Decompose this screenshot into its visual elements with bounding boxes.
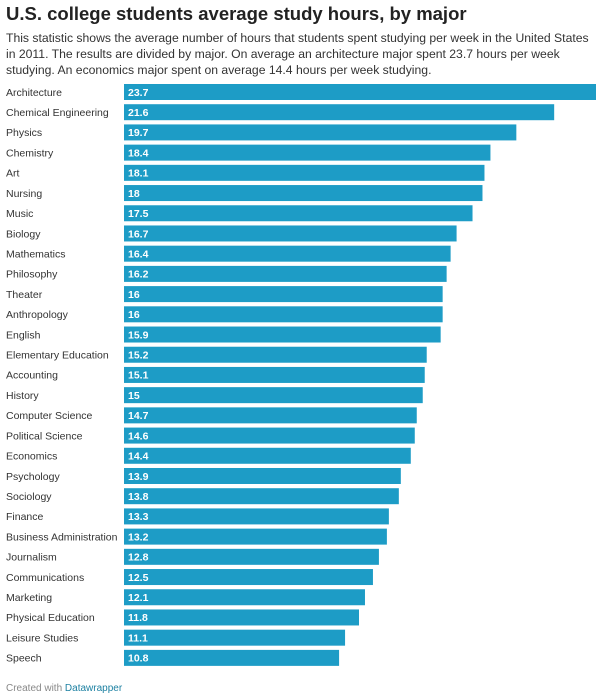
footer: Created with Datawrapper [6, 683, 122, 694]
value-label: 11.1 [128, 632, 148, 644]
category-label: Theater [6, 289, 43, 301]
bar [124, 366, 425, 383]
value-label: 18 [128, 188, 140, 200]
chart-subtitle: This statistic shows the average number … [6, 31, 589, 77]
bar [124, 629, 346, 646]
bar [124, 589, 365, 606]
bar [124, 124, 517, 141]
category-label: Chemical Engineering [6, 107, 109, 119]
category-label: Elementary Education [6, 350, 109, 362]
category-label: Philosophy [6, 269, 58, 281]
value-label: 14.6 [128, 430, 149, 442]
category-label: Physical Education [6, 612, 95, 624]
bar [124, 326, 441, 343]
value-label: 16 [128, 309, 140, 321]
value-label: 11.8 [128, 612, 148, 624]
bar [124, 306, 443, 323]
category-label: Journalism [6, 552, 57, 564]
bar [124, 104, 555, 121]
bar [124, 407, 417, 424]
bar [124, 649, 340, 666]
value-label: 12.5 [128, 572, 149, 584]
value-label: 17.5 [128, 208, 149, 220]
bar [124, 427, 415, 444]
category-label: Speech [6, 653, 42, 665]
value-label: 10.8 [128, 653, 149, 665]
bar [124, 548, 379, 565]
category-label: Music [6, 208, 33, 220]
value-label: 16 [128, 289, 140, 301]
category-label: Art [6, 168, 20, 180]
value-label: 13.9 [128, 471, 149, 483]
bar [124, 245, 451, 262]
value-label: 18.1 [128, 168, 149, 180]
category-label: Psychology [6, 471, 60, 483]
bar [124, 447, 411, 464]
chart: Architecture 23.7 Chemical Engineering 21.6… [6, 84, 596, 666]
value-label: 12.1 [128, 592, 149, 604]
category-label: Communications [6, 572, 84, 584]
bar [124, 164, 485, 181]
bar [124, 508, 389, 525]
value-label: 12.8 [128, 552, 149, 564]
value-label: 21.6 [128, 107, 149, 119]
value-label: 15.2 [128, 350, 149, 362]
value-label: 19.7 [128, 127, 149, 139]
category-label: English [6, 329, 41, 341]
bar [124, 225, 457, 242]
bar [124, 467, 401, 484]
category-label: Accounting [6, 370, 58, 382]
category-label: Finance [6, 511, 44, 523]
bar [124, 286, 443, 303]
bar [124, 528, 387, 545]
bar [124, 346, 427, 363]
value-label: 13.2 [128, 531, 149, 543]
category-label: Chemistry [6, 147, 54, 159]
bar [124, 387, 423, 404]
bar [124, 569, 373, 586]
value-label: 16.2 [128, 269, 149, 281]
value-label: 13.3 [128, 511, 149, 523]
value-label: 18.4 [128, 147, 149, 159]
category-label: Economics [6, 451, 57, 463]
footer-text: Created with [6, 683, 63, 694]
footer-link[interactable]: Datawrapper [64, 683, 123, 694]
category-label: Architecture [6, 87, 62, 99]
category-label: Anthropology [6, 309, 69, 321]
value-label: 14.7 [128, 410, 149, 422]
bar [124, 205, 473, 222]
bar [124, 185, 483, 202]
category-label: History [6, 390, 39, 402]
value-label: 16.7 [128, 228, 149, 240]
category-label: Biology [6, 228, 41, 240]
chart-title: U.S. college students average study hour… [6, 3, 467, 24]
bar [124, 488, 399, 505]
value-label: 13.8 [128, 491, 149, 503]
category-label: Political Science [6, 430, 83, 442]
category-label: Leisure Studies [6, 632, 78, 644]
bar [124, 265, 447, 282]
category-label: Mathematics [6, 248, 66, 260]
bar [124, 84, 596, 100]
value-label: 15.9 [128, 329, 149, 341]
value-label: 15 [128, 390, 140, 402]
category-label: Physics [6, 127, 42, 139]
category-label: Marketing [6, 592, 52, 604]
value-label: 16.4 [128, 248, 149, 260]
value-label: 23.7 [128, 87, 149, 99]
bar [124, 144, 491, 161]
category-label: Computer Science [6, 410, 93, 422]
category-label: Nursing [6, 188, 42, 200]
value-label: 14.4 [128, 451, 149, 463]
category-label: Business Administration [6, 531, 118, 543]
category-label: Sociology [6, 491, 52, 503]
value-label: 15.1 [128, 370, 149, 382]
bar [124, 609, 360, 626]
